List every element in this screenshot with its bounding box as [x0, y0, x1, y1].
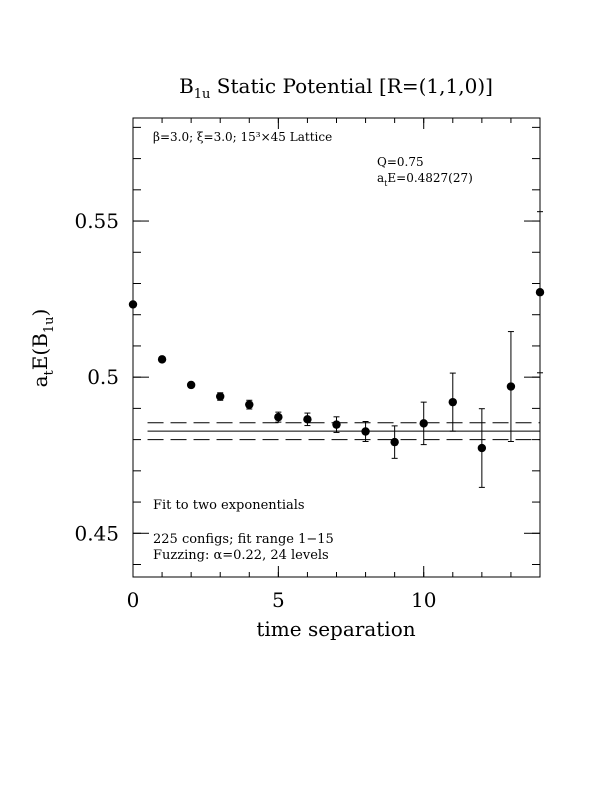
- data-point: [245, 399, 254, 410]
- data-marker: [274, 412, 283, 422]
- chart-title: B1u Static Potential [R=(1,1,0)]: [179, 74, 493, 102]
- energy-annotation: atE=0.4827(27): [377, 171, 473, 188]
- y-tick-label: 0.55: [74, 209, 119, 233]
- y-tick-label: 0.5: [87, 365, 119, 389]
- data-marker: [477, 443, 487, 453]
- data-marker: [535, 288, 545, 297]
- data-point: [186, 380, 196, 390]
- data-marker: [361, 427, 370, 436]
- fuzzing-annotation: Fuzzing: α=0.22, 24 levels: [153, 548, 329, 563]
- data-point: [274, 411, 283, 423]
- x-tick-label: 5: [272, 588, 285, 612]
- data-point: [390, 425, 399, 459]
- data-point: [332, 416, 341, 433]
- major-ticks: [132, 118, 540, 577]
- data-point: [128, 300, 138, 309]
- data-point: [448, 372, 457, 432]
- data-point: [419, 401, 428, 446]
- data-marker: [332, 420, 341, 429]
- data-point: [157, 355, 167, 364]
- data-point: [216, 392, 225, 401]
- fit-method-annotation: Fit to two exponentials: [153, 498, 305, 513]
- data-marker: [186, 380, 196, 390]
- data-marker: [128, 300, 138, 309]
- data-marker: [506, 382, 516, 391]
- data-point: [477, 408, 487, 488]
- x-tick-label: 10: [411, 588, 436, 612]
- data-point: [506, 331, 516, 442]
- lattice-annotation: β=3.0; ξ=3.0; 15³×45 Lattice: [153, 130, 332, 144]
- fit-band: [147, 422, 540, 441]
- data-point: [361, 421, 370, 442]
- data-marker: [448, 397, 457, 407]
- tick-labels: 0 5 10 0.45 0.5 0.55: [74, 209, 436, 612]
- data-marker: [245, 400, 254, 409]
- data-point: [303, 412, 312, 427]
- data-marker: [390, 437, 399, 447]
- q-annotation: Q=0.75: [377, 155, 424, 169]
- data-marker: [216, 392, 225, 401]
- data-point: [535, 211, 545, 374]
- data-marker: [157, 355, 167, 364]
- data-points: [128, 211, 545, 488]
- data-marker: [419, 419, 428, 428]
- x-axis-label: time separation: [256, 617, 415, 641]
- y-tick-label: 0.45: [74, 521, 119, 545]
- configs-annotation: 225 configs; fit range 1−15: [153, 532, 334, 547]
- data-marker: [303, 415, 312, 424]
- x-tick-label: 0: [127, 588, 140, 612]
- y-axis-label: atE(B1u): [28, 309, 57, 388]
